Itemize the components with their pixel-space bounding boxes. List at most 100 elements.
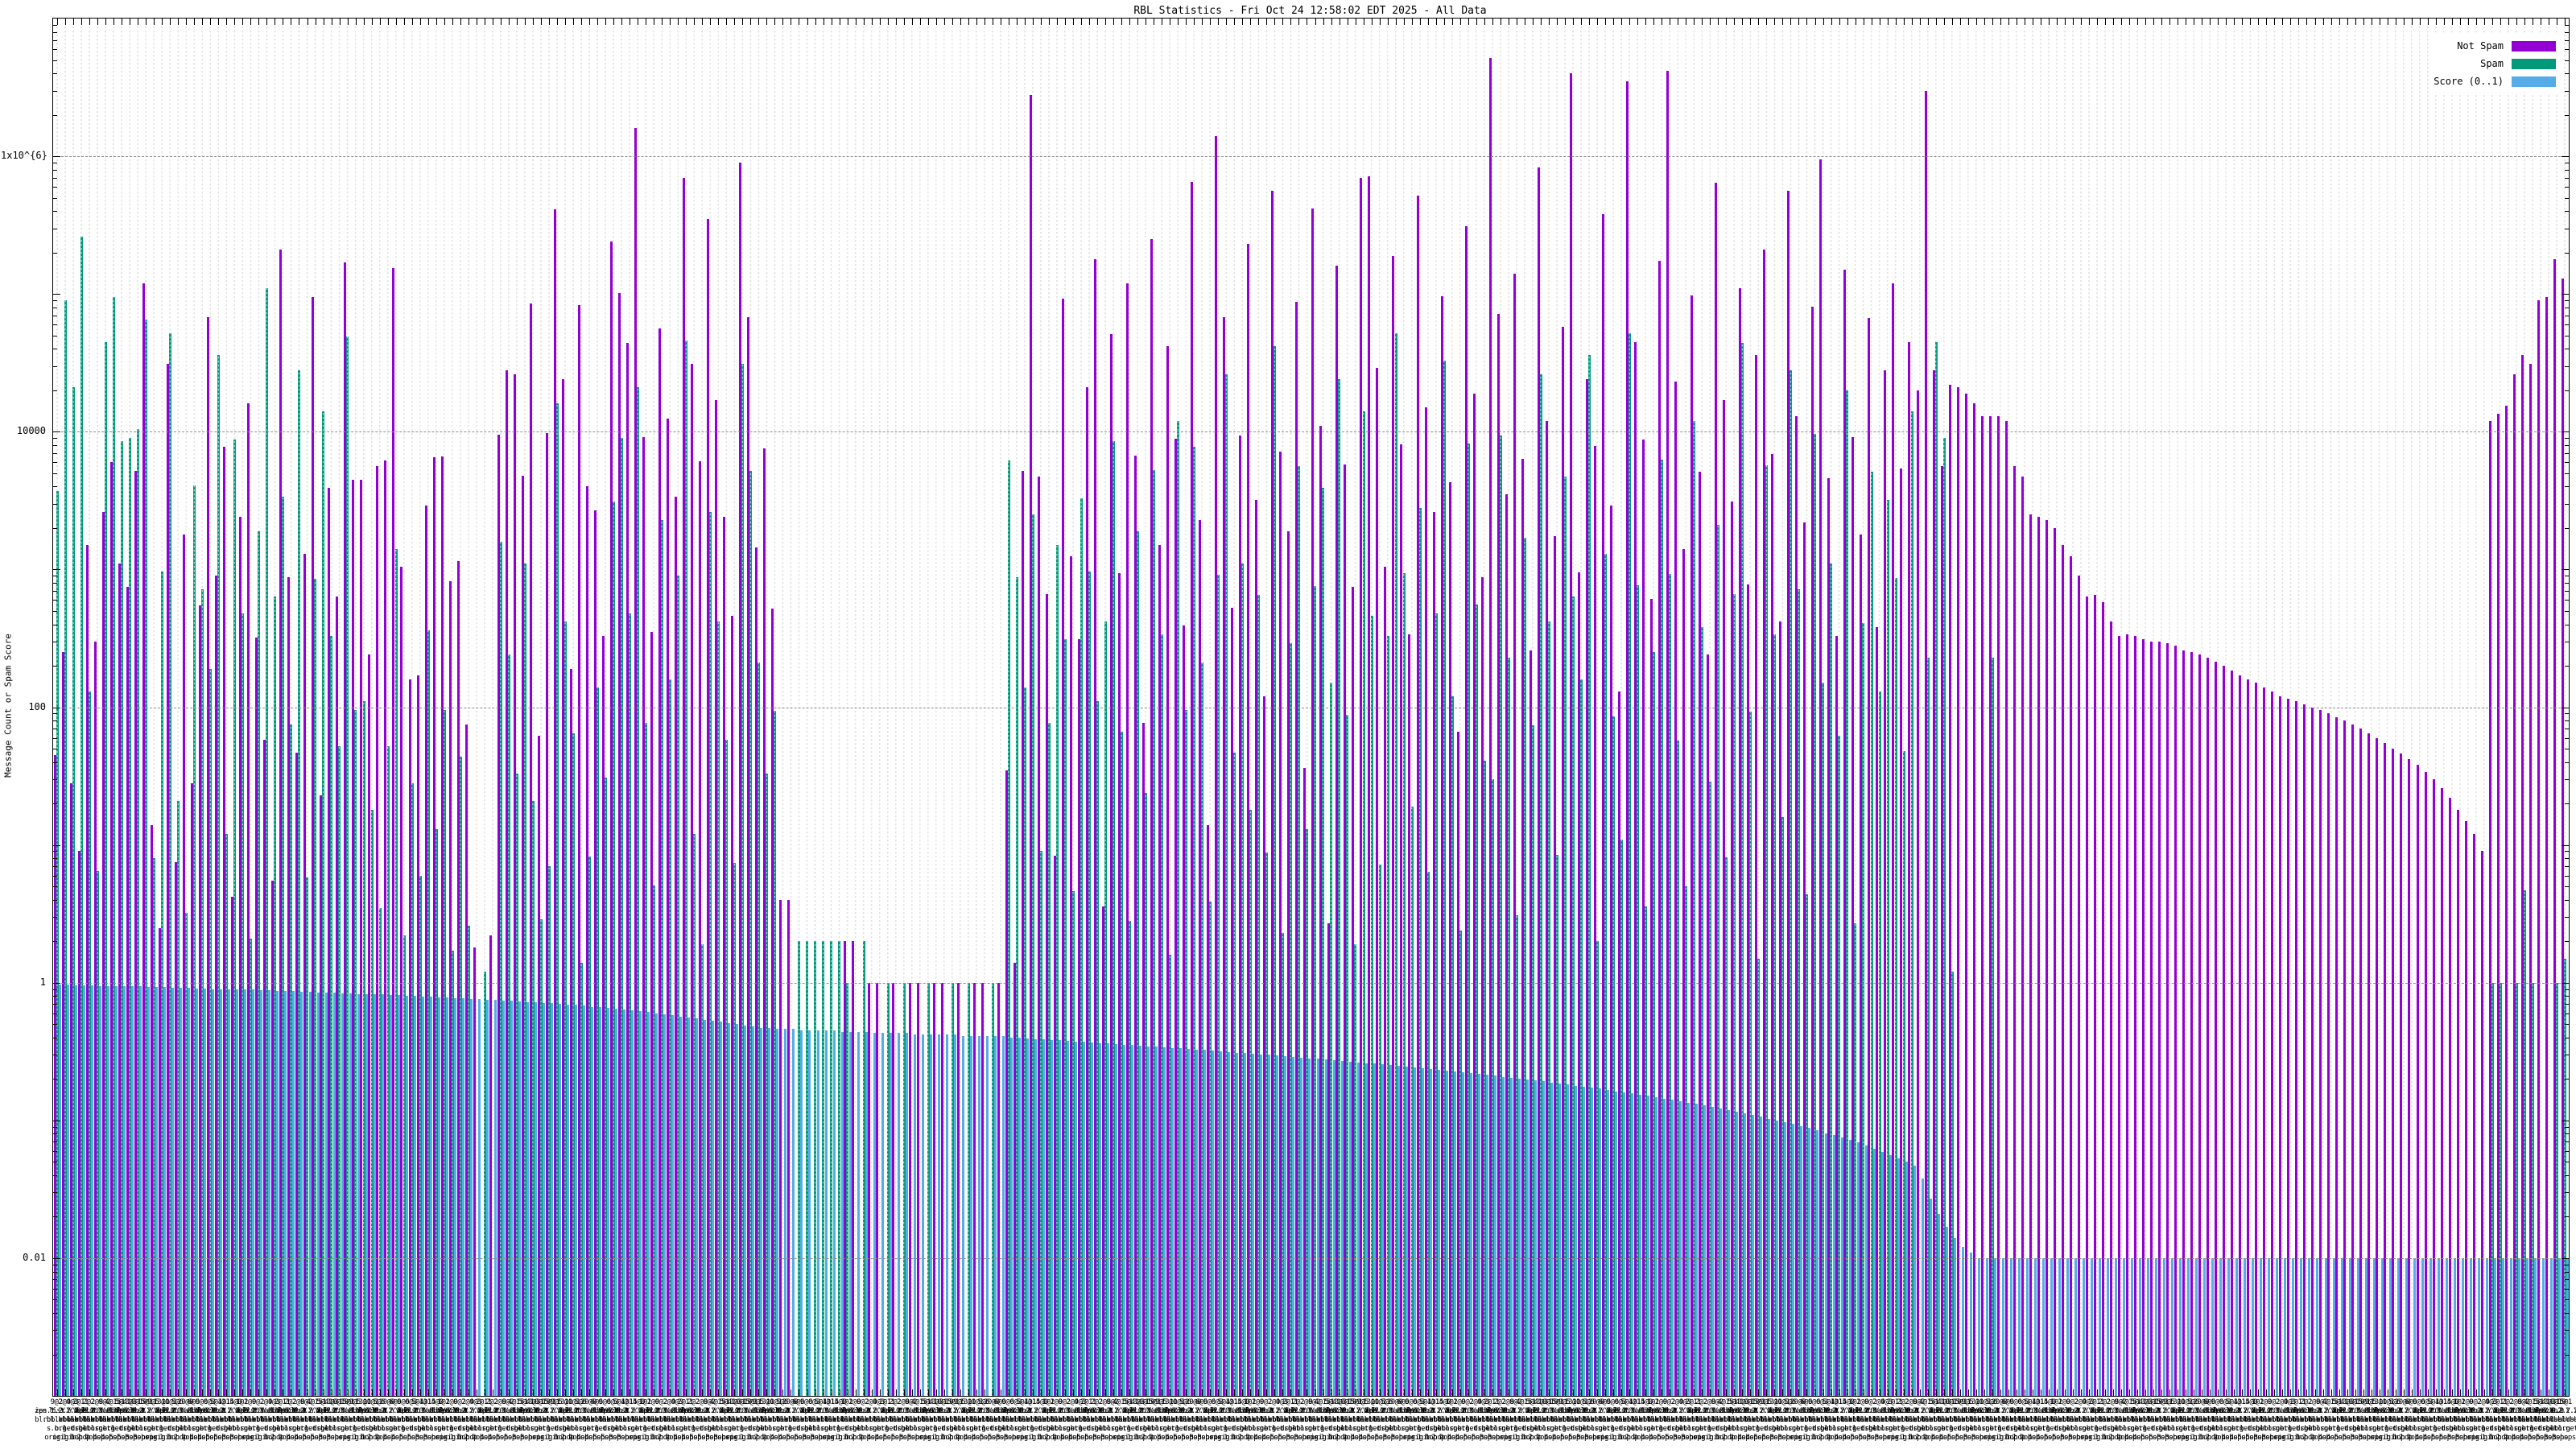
x-tick-mark — [1443, 19, 1445, 25]
x-tick-mark — [1927, 1389, 1929, 1396]
x-tick-mark — [863, 19, 865, 25]
x-tick-mark — [1774, 1389, 1776, 1396]
x-tick-mark — [1435, 1389, 1437, 1396]
x-tick-mark — [1613, 1389, 1615, 1396]
x-tick-mark — [371, 19, 373, 25]
x-tick-mark — [1967, 1389, 1969, 1396]
x-tick-mark — [1395, 1389, 1397, 1396]
x-tick-mark — [1331, 19, 1332, 25]
y-tick-mark — [2565, 444, 2569, 446]
x-tick-mark — [1532, 1389, 1534, 1396]
x-tick-mark — [89, 1389, 91, 1396]
x-tick-mark — [1105, 19, 1107, 25]
x-tick-mark — [589, 1389, 591, 1396]
y-tick-mark — [53, 917, 57, 919]
x-tick-mark — [97, 1389, 99, 1396]
x-tick-mark — [694, 19, 696, 25]
x-tick-mark — [718, 19, 720, 25]
x-tick-mark — [532, 1389, 534, 1396]
y-tick-mark — [53, 1174, 57, 1176]
y-tick-mark — [2565, 187, 2569, 188]
x-tick-mark — [1653, 1389, 1655, 1396]
x-tick-mark — [202, 1389, 204, 1396]
x-tick-mark — [670, 1389, 671, 1396]
x-tick-mark — [2218, 1389, 2219, 1396]
x-tick-mark — [2475, 1389, 2477, 1396]
x-tick-mark — [1831, 19, 1832, 25]
x-tick-mark — [81, 19, 83, 25]
y-tick-mark — [53, 473, 57, 474]
x-tick-mark — [1242, 19, 1244, 25]
x-tick-mark — [1427, 19, 1429, 25]
y-tick-mark — [53, 503, 57, 505]
x-tick-mark — [234, 1389, 236, 1396]
x-tick-mark — [540, 1389, 542, 1396]
x-tick-mark — [2137, 1389, 2139, 1396]
x-tick-mark — [1581, 1389, 1583, 1396]
x-tick-mark — [1734, 1389, 1736, 1396]
x-tick-mark — [395, 19, 397, 25]
x-tick-mark — [1234, 19, 1236, 25]
x-tick-mark — [1919, 19, 1921, 25]
y-tick-mark — [2565, 866, 2569, 868]
x-tick-mark — [2298, 19, 2300, 25]
x-tick-mark — [500, 19, 502, 25]
x-tick-mark — [1927, 19, 1929, 25]
x-tick-mark — [2097, 1389, 2099, 1396]
x-tick-mark — [621, 19, 623, 25]
x-tick-mark — [1847, 19, 1848, 25]
x-tick-mark — [1734, 19, 1736, 25]
x-tick-mark — [1194, 19, 1195, 25]
x-tick-mark — [1419, 1389, 1421, 1396]
x-tick-mark — [194, 1389, 196, 1396]
x-tick-mark — [1532, 19, 1534, 25]
x-tick-mark — [887, 1389, 889, 1396]
x-tick-mark — [2065, 1389, 2066, 1396]
x-tick-mark — [1605, 19, 1607, 25]
x-tick-mark — [2282, 1389, 2284, 1396]
x-tick-mark — [1379, 19, 1381, 25]
y-tick-mark — [2565, 1279, 2569, 1281]
x-tick-mark — [2234, 19, 2235, 25]
x-tick-mark — [1395, 19, 1397, 25]
x-tick-mark — [1274, 19, 1276, 25]
x-tick-mark — [2451, 1389, 2453, 1396]
x-tick-mark — [1298, 19, 1300, 25]
x-tick-mark — [1387, 19, 1389, 25]
x-tick-mark — [1258, 19, 1260, 25]
x-tick-mark — [1226, 1389, 1228, 1396]
x-tick-mark — [1097, 19, 1099, 25]
y-tick-mark — [2565, 31, 2569, 33]
x-tick-mark — [2451, 19, 2453, 25]
x-tick-mark — [73, 1389, 75, 1396]
x-tick-mark — [1573, 1389, 1575, 1396]
legend-label-spam: Spam — [2480, 58, 2504, 69]
x-tick-mark — [2226, 19, 2227, 25]
y-tick-mark — [2562, 294, 2569, 295]
x-tick-mark — [1823, 1389, 1824, 1396]
x-tick-mark — [1113, 1389, 1115, 1396]
x-tick-mark — [742, 1389, 744, 1396]
x-tick-mark — [1226, 19, 1228, 25]
x-tick-mark — [65, 1389, 67, 1396]
x-tick-mark — [427, 1389, 429, 1396]
y-tick-mark — [2562, 431, 2569, 433]
x-tick-mark — [581, 19, 583, 25]
legend-swatch-spam — [2512, 58, 2556, 69]
x-tick-mark — [524, 19, 526, 25]
x-tick-mark — [186, 19, 188, 25]
x-tick-mark — [1443, 1389, 1445, 1396]
x-tick-mark — [1903, 19, 1905, 25]
x-tick-mark — [73, 19, 75, 25]
y-tick-mark — [53, 300, 57, 301]
x-tick-mark — [2274, 1389, 2276, 1396]
y-tick-mark — [2565, 996, 2569, 997]
x-tick-mark — [1766, 19, 1768, 25]
x-tick-mark — [1597, 19, 1599, 25]
x-tick-mark — [65, 19, 67, 25]
x-tick-mark — [565, 19, 567, 25]
x-tick-mark — [1032, 1389, 1034, 1396]
x-tick-mark — [1057, 19, 1058, 25]
x-tick-mark — [1202, 1389, 1203, 1396]
x-tick-mark — [1323, 19, 1324, 25]
